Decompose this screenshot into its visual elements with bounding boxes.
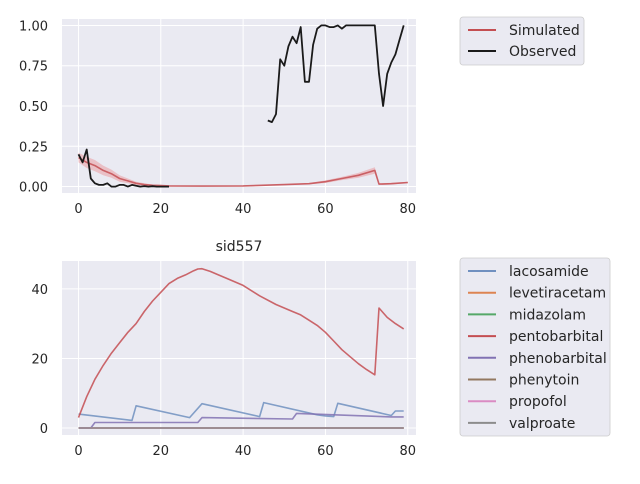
bottom-legend-box	[459, 257, 611, 437]
y-tick-label: 0.50	[19, 100, 48, 115]
top-y-tick-labels: 0.00 0.25 0.50 0.75 1.00	[19, 19, 48, 195]
x-tick-label: 40	[235, 444, 252, 459]
y-tick-label: 40	[31, 283, 48, 298]
y-tick-label: 1.00	[19, 19, 48, 34]
bottom-plot-background	[62, 261, 416, 435]
bottom-y-tick-labels: 0 20 40	[31, 283, 48, 437]
y-tick-label: 0.75	[19, 60, 48, 75]
bottom-series-lines	[77, 267, 405, 429]
x-tick-label: 80	[399, 444, 416, 459]
series-line-pentobarbital	[77, 267, 405, 418]
y-tick-label: 20	[31, 352, 48, 367]
x-tick-label: 80	[399, 202, 416, 217]
y-tick-label: 0.00	[19, 181, 48, 196]
top-legend: Simulated Observed	[459, 16, 585, 66]
x-tick-label: 60	[317, 202, 334, 217]
legend-label-lacosamide: lacosamide	[509, 264, 589, 280]
top-x-tick-labels: 0 20 40 60 80	[74, 202, 416, 217]
bottom-x-tick-labels: 0 20 40 60 80	[74, 444, 416, 459]
legend-label-phenytoin: phenytoin	[509, 373, 579, 389]
legend-label-propofol: propofol	[509, 394, 567, 410]
bottom-chart-panel: 0 20 40 60 80 0 20 40 sid557	[31, 239, 416, 459]
x-tick-label: 40	[235, 202, 252, 217]
legend-label-observed: Observed	[509, 44, 576, 60]
x-tick-label: 0	[74, 444, 82, 459]
series-line-phenobarbital	[78, 412, 404, 429]
series-line-lacosamide	[78, 401, 404, 422]
legend-label-pentobarbital: pentobarbital	[509, 329, 603, 345]
x-tick-label: 20	[153, 444, 170, 459]
bottom-chart-title: sid557	[216, 239, 263, 255]
x-tick-label: 20	[153, 202, 170, 217]
top-chart-panel: 0 20 40 60 80 0.00 0.25 0.50 0.75 1.00	[19, 19, 416, 217]
x-tick-label: 0	[74, 202, 82, 217]
y-tick-label: 0	[40, 422, 48, 437]
series-line-observed	[267, 24, 405, 123]
legend-label-midazolam: midazolam	[509, 307, 586, 323]
legend-label-levetiracetam: levetiracetam	[509, 286, 606, 302]
legend-label-phenobarbital: phenobarbital	[509, 351, 607, 367]
x-tick-label: 60	[317, 444, 334, 459]
bottom-legend: lacosamide levetiracetam midazolam pentobar…	[459, 257, 611, 437]
y-tick-label: 0.25	[19, 140, 48, 155]
top-series-lines	[77, 24, 408, 188]
legend-label-valproate: valproate	[509, 416, 575, 432]
bottom-legend-items: lacosamide levetiracetam midazolam pentobar…	[468, 264, 607, 432]
series-line-observed	[77, 148, 169, 188]
legend-label-simulated: Simulated	[509, 23, 580, 39]
